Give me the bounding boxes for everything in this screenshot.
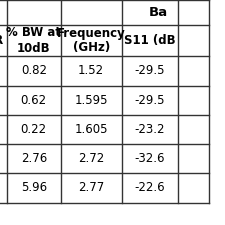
Text: 0.22: 0.22 [21, 123, 47, 136]
Text: Ba: Ba [149, 6, 168, 19]
Text: -29.5: -29.5 [134, 64, 165, 77]
Text: -29.5: -29.5 [134, 94, 165, 107]
Text: 1.595: 1.595 [74, 94, 108, 107]
Text: 1.605: 1.605 [74, 123, 108, 136]
Text: -22.6: -22.6 [134, 181, 165, 194]
Text: 2.77: 2.77 [78, 181, 104, 194]
Text: TR: TR [0, 34, 4, 47]
Text: 1.52: 1.52 [78, 64, 104, 77]
Text: 2.72: 2.72 [78, 152, 104, 165]
Text: % BW at
10dB: % BW at 10dB [6, 27, 61, 54]
Text: -32.6: -32.6 [134, 152, 165, 165]
Text: 2.76: 2.76 [21, 152, 47, 165]
Text: S11 (dB: S11 (dB [124, 34, 176, 47]
Text: 5.96: 5.96 [21, 181, 47, 194]
Text: 0.62: 0.62 [21, 94, 47, 107]
Text: 0.82: 0.82 [21, 64, 47, 77]
Text: -23.2: -23.2 [134, 123, 165, 136]
Text: Frequency
(GHz): Frequency (GHz) [57, 27, 126, 54]
